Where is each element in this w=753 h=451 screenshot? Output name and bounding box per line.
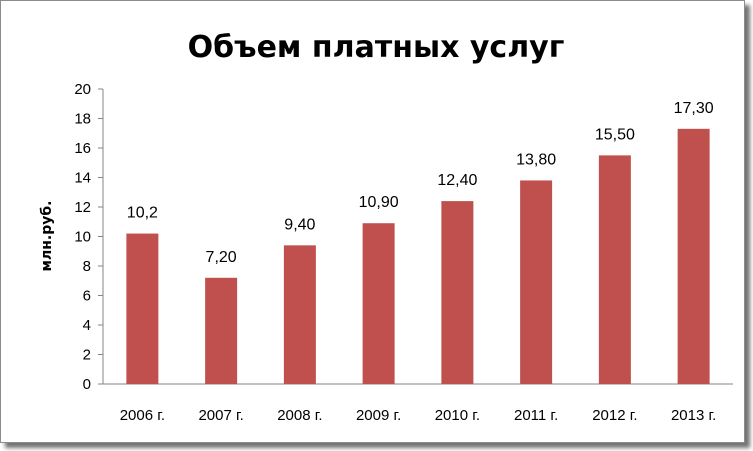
data-label: 10,90: [359, 194, 399, 211]
y-tick-label: 20: [74, 81, 91, 98]
chart-title: Объем платных услуг: [188, 30, 565, 65]
bar: [598, 155, 631, 384]
data-label: 9,40: [284, 216, 315, 233]
bar: [677, 128, 710, 384]
bar: [283, 245, 316, 384]
data-label: 15,50: [595, 126, 635, 143]
y-tick-label: 0: [83, 376, 91, 393]
bars: [126, 128, 710, 384]
x-tick-label: 2008 г.: [277, 407, 322, 424]
data-labels: 10,2 7,20 9,40 10,90 12,40 13,80 15,50 17,30: [127, 100, 714, 266]
x-tick-label: 2013 г.: [671, 407, 716, 424]
bar: [441, 201, 474, 384]
x-tick-label: 2012 г.: [592, 407, 637, 424]
bar-chart: Объем платных услуг млн.руб. 10,2 7,20 9,4…: [39, 30, 733, 424]
data-label: 13,80: [516, 151, 556, 168]
data-label: 7,20: [206, 249, 237, 266]
y-tick-label: 12: [74, 199, 91, 216]
bar: [126, 233, 159, 384]
y-axis-label: млн.руб.: [39, 201, 55, 272]
data-label: 12,40: [437, 172, 477, 189]
chart-frame: Объем платных услуг млн.руб. 10,2 7,20 9,4…: [0, 0, 745, 443]
y-tick-labels: 0 2 4 6 8 10 12 14 16 18 20: [74, 81, 91, 393]
y-tick-label: 18: [74, 111, 91, 128]
x-tick-labels: 2006 г. 2007 г. 2008 г. 2009 г. 2010 г. 2011 …: [120, 407, 717, 424]
data-label: 17,30: [674, 100, 714, 117]
x-tick-label: 2010 г.: [435, 407, 480, 424]
y-tick-label: 4: [83, 317, 91, 334]
x-tick-label: 2011 г.: [514, 407, 558, 424]
y-tick-label: 2: [83, 347, 91, 364]
axes: [98, 88, 733, 385]
data-label: 10,2: [127, 205, 158, 222]
x-tick-label: 2006 г.: [120, 407, 165, 424]
bar: [520, 180, 553, 384]
x-tick-label: 2007 г.: [198, 407, 243, 424]
y-tick-label: 10: [74, 229, 91, 246]
bar: [362, 223, 395, 384]
y-tick-label: 6: [83, 288, 91, 305]
x-tick-label: 2009 г.: [356, 407, 401, 424]
y-tick-label: 14: [74, 170, 91, 187]
y-tick-label: 16: [74, 140, 91, 157]
y-tick-label: 8: [83, 258, 91, 275]
bar: [205, 277, 238, 384]
